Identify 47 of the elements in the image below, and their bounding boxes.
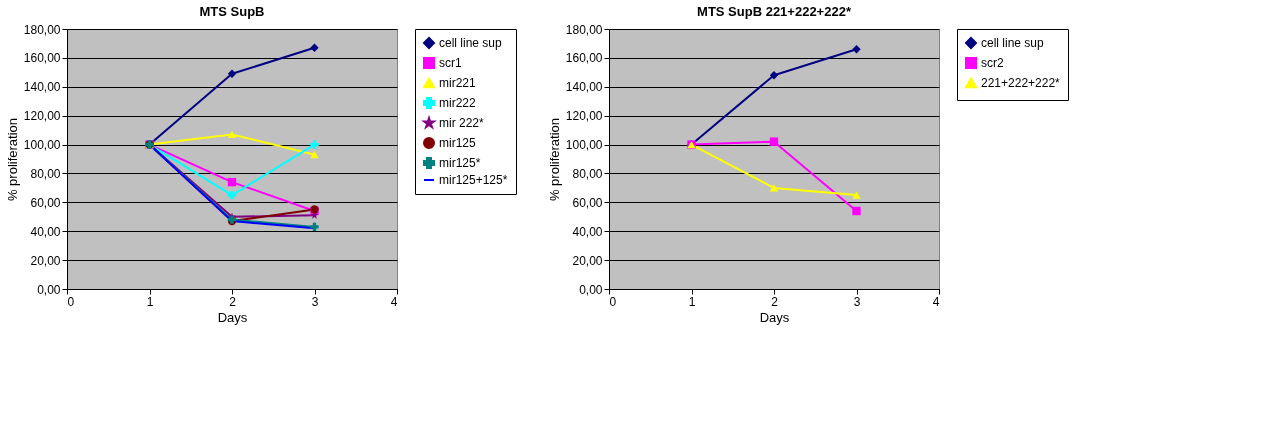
y-tick-label: 100,00 (565, 138, 603, 153)
y-tick-label: 0,00 (579, 282, 603, 297)
x-tick-label: 3 (311, 294, 319, 309)
y-tick-label: 20,00 (572, 253, 603, 268)
legend-label: scr2 (981, 56, 1004, 70)
y-tick-label: 40,00 (572, 224, 603, 239)
y-tick-label: 80,00 (30, 166, 61, 181)
y-tick-label: 0,00 (37, 282, 61, 297)
y-tick-label: 140,00 (565, 80, 603, 95)
x-axis-title: Days (217, 309, 248, 325)
y-tick-label: 160,00 (565, 51, 603, 66)
x-tick-label: 2 (771, 294, 779, 309)
y-tick-label: 40,00 (30, 224, 61, 239)
legend-label: mir 222* (439, 116, 485, 130)
x-tick-label: 4 (390, 294, 398, 309)
y-tick-label: 60,00 (30, 195, 61, 210)
y-tick-label: 140,00 (23, 80, 61, 95)
y-tick-label: 180,00 (565, 22, 603, 37)
y-tick-label: 100,00 (23, 138, 61, 153)
legend-label: 221+222+222* (981, 76, 1061, 90)
x-tick-label: 4 (932, 294, 940, 309)
x-tick-label: 0 (67, 294, 75, 309)
x-axis-title: Days (759, 309, 790, 325)
legend-label: mir221 (439, 76, 477, 90)
legend-label: mir125* (439, 156, 481, 170)
y-tick-label: 180,00 (23, 22, 61, 37)
y-tick-label: 20,00 (30, 253, 61, 268)
legend-label: mir125+125* (439, 173, 508, 187)
chart-title: MTS SupB (199, 4, 265, 19)
legend-label: scr1 (439, 56, 462, 70)
y-tick-label: 160,00 (23, 51, 61, 66)
y-tick-label: 120,00 (23, 109, 61, 124)
chart-title: MTS SupB 221+222+222* (697, 4, 852, 19)
y-tick-label: 120,00 (565, 109, 603, 124)
y-tick-label: 80,00 (572, 166, 603, 181)
x-tick-label: 3 (853, 294, 861, 309)
legend-label: cell line sup (981, 36, 1045, 50)
y-tick-label: 60,00 (572, 195, 603, 210)
x-tick-label: 1 (688, 294, 696, 309)
legend-label: mir125 (439, 136, 477, 150)
y-axis-title: % proliferation (546, 117, 562, 202)
y-axis-title: % proliferation (4, 117, 20, 202)
x-tick-label: 2 (229, 294, 237, 309)
x-tick-label: 1 (146, 294, 154, 309)
x-tick-label: 0 (609, 294, 617, 309)
legend-label: cell line sup (439, 36, 503, 50)
legend-label: mir222 (439, 96, 477, 110)
